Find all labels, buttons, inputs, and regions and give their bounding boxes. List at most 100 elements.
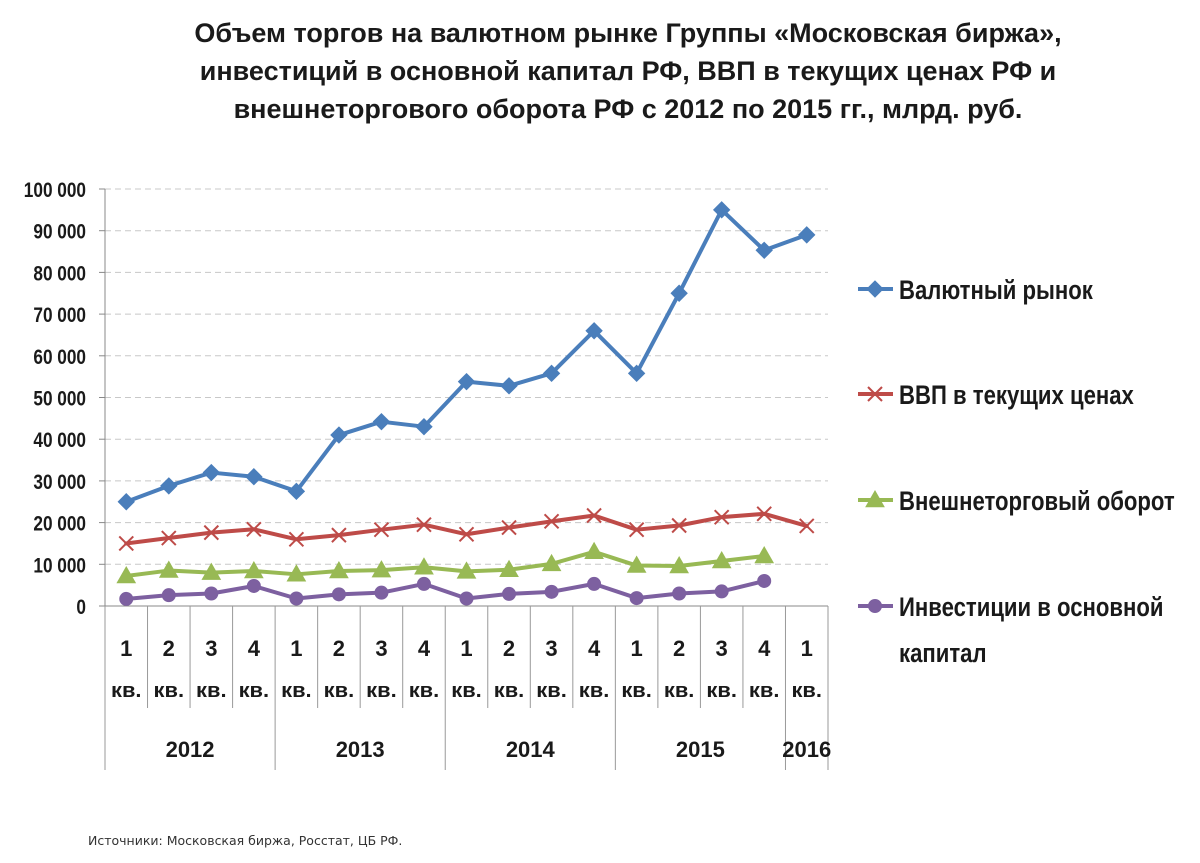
data-point [587, 576, 602, 591]
legend-item: Валютный рынок [858, 276, 1093, 306]
data-point-stroke [246, 521, 262, 537]
y-tick-label: 50 000 [33, 388, 86, 411]
data-point [286, 564, 307, 582]
data-point [161, 588, 176, 603]
x-tick-label-quarter: 2 [503, 636, 515, 661]
data-point [798, 226, 816, 244]
legend-item: ВВП в текущих ценах [858, 381, 1134, 411]
data-point [204, 586, 219, 601]
data-point [584, 541, 604, 560]
x-tick-label-unit: кв. [324, 680, 355, 702]
data-point [757, 573, 772, 588]
data-point [160, 477, 178, 495]
data-point [116, 565, 137, 584]
x-tick-label-quarter: 2 [163, 636, 175, 661]
data-point [416, 576, 431, 591]
series-line [124, 511, 809, 546]
data-point [202, 463, 221, 482]
data-point-stroke [628, 521, 645, 538]
y-tick-label: 70 000 [33, 305, 86, 328]
x-tick-label-quarter: 2 [673, 636, 685, 661]
data-point [711, 550, 732, 569]
data-point [161, 530, 177, 546]
data-point [288, 531, 305, 547]
data-point-stroke [713, 509, 730, 525]
data-point [243, 560, 264, 579]
x-tick-label-quarter: 3 [716, 636, 728, 661]
data-point [457, 372, 476, 391]
x-tick-label-unit: кв. [791, 680, 822, 702]
x-tick-label-unit: кв. [154, 680, 185, 702]
year-label: 2015 [676, 737, 725, 762]
x-tick-label-unit: кв. [409, 680, 440, 702]
data-point [865, 489, 885, 508]
y-tick-label: 0 [76, 597, 86, 620]
series-2 [118, 506, 815, 552]
series-1 [117, 201, 816, 511]
data-point-stroke [203, 524, 220, 541]
data-point [331, 527, 347, 543]
data-point [866, 280, 884, 298]
data-point [867, 386, 883, 402]
x-tick-label-quarter: 1 [801, 636, 813, 661]
data-point-stroke [331, 527, 347, 543]
data-point-stroke [118, 535, 134, 552]
data-point [754, 545, 775, 564]
legend-label: ВВП в текущих ценах [899, 381, 1134, 411]
x-tick-label-quarter: 3 [375, 636, 387, 661]
data-point [203, 524, 220, 541]
legend-label: Инвестиции в основной [899, 593, 1164, 623]
data-point [712, 201, 731, 219]
data-point [542, 364, 561, 383]
data-point [371, 560, 392, 578]
series-3 [116, 541, 775, 584]
data-point [499, 559, 519, 577]
data-point [627, 364, 646, 383]
data-point [585, 322, 603, 340]
chart-title-line-2: инвестиций в основной капитал РФ, ВВП в … [199, 56, 1057, 86]
data-point [868, 599, 882, 613]
y-tick-label: 10 000 [33, 555, 86, 578]
data-point [714, 584, 729, 599]
data-point [372, 412, 391, 431]
legend-label: Валютный рынок [899, 276, 1093, 306]
data-point [158, 560, 179, 578]
data-point [374, 585, 389, 600]
x-tick-label-unit: кв. [579, 680, 610, 702]
data-point [500, 377, 518, 395]
data-point [117, 493, 135, 511]
data-point [459, 591, 474, 606]
series-4 [119, 573, 772, 606]
data-point [756, 506, 772, 522]
legend-label: Внешнеторговый оборот [899, 487, 1175, 517]
data-point [329, 560, 349, 579]
data-point-stroke [458, 526, 475, 542]
data-point-stroke [501, 519, 517, 536]
data-point [287, 482, 306, 501]
data-point [670, 284, 688, 302]
data-point [501, 519, 517, 536]
series-line [124, 578, 767, 601]
data-point [629, 591, 644, 606]
data-point [245, 468, 263, 486]
data-point [544, 584, 559, 599]
data-point [502, 586, 517, 601]
x-tick-label-quarter: 4 [588, 636, 601, 661]
data-point [755, 241, 773, 260]
source-note: Источники: Московская биржа, Росстат, ЦБ… [88, 833, 403, 848]
x-tick-label-unit: кв. [621, 680, 652, 702]
data-point [543, 513, 560, 530]
x-tick-label-quarter: 3 [205, 636, 217, 661]
data-point [330, 426, 348, 444]
x-tick-label-quarter: 1 [120, 636, 132, 661]
x-tick-label-unit: кв. [749, 680, 780, 702]
chart-title-line-3: внешнеторгового оборота РФ с 2012 по 201… [233, 94, 1023, 124]
x-tick-label-unit: кв. [494, 680, 525, 702]
data-point [628, 521, 645, 538]
data-point [626, 555, 647, 573]
data-point [246, 521, 262, 537]
data-point [456, 561, 477, 579]
data-point [373, 521, 390, 538]
y-tick-label: 100 000 [24, 180, 86, 203]
